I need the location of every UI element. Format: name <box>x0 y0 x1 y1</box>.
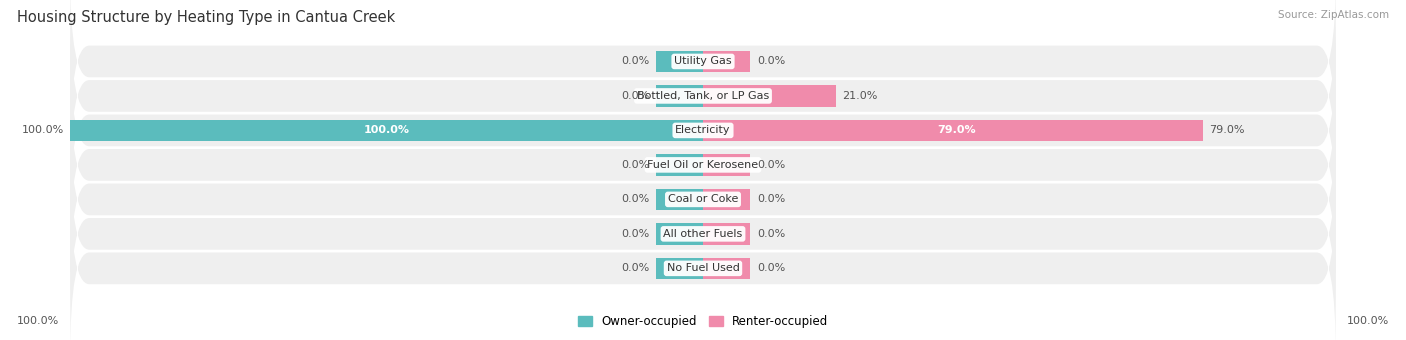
Text: 100.0%: 100.0% <box>21 125 63 135</box>
Text: Coal or Coke: Coal or Coke <box>668 194 738 204</box>
Text: 0.0%: 0.0% <box>621 160 650 170</box>
Text: Fuel Oil or Kerosene: Fuel Oil or Kerosene <box>647 160 759 170</box>
Text: 0.0%: 0.0% <box>756 194 785 204</box>
Bar <box>703 258 751 279</box>
Text: Utility Gas: Utility Gas <box>675 56 731 66</box>
Bar <box>70 120 703 141</box>
Text: 0.0%: 0.0% <box>621 229 650 239</box>
Bar <box>655 258 703 279</box>
Text: All other Fuels: All other Fuels <box>664 229 742 239</box>
Bar <box>703 120 1204 141</box>
Text: Electricity: Electricity <box>675 125 731 135</box>
Text: 100.0%: 100.0% <box>17 317 59 326</box>
Bar <box>703 223 751 244</box>
Text: 100.0%: 100.0% <box>364 125 409 135</box>
Bar <box>703 51 751 72</box>
Text: 79.0%: 79.0% <box>936 125 976 135</box>
Text: No Fuel Used: No Fuel Used <box>666 264 740 273</box>
Text: 79.0%: 79.0% <box>1209 125 1244 135</box>
Bar <box>703 154 751 175</box>
FancyBboxPatch shape <box>70 181 1336 340</box>
FancyBboxPatch shape <box>70 112 1336 287</box>
Bar <box>703 189 751 210</box>
FancyBboxPatch shape <box>70 0 1336 149</box>
Text: 0.0%: 0.0% <box>621 91 650 101</box>
Bar <box>655 189 703 210</box>
Text: Source: ZipAtlas.com: Source: ZipAtlas.com <box>1278 10 1389 20</box>
Bar <box>655 85 703 107</box>
FancyBboxPatch shape <box>70 43 1336 218</box>
Text: Bottled, Tank, or LP Gas: Bottled, Tank, or LP Gas <box>637 91 769 101</box>
Text: 0.0%: 0.0% <box>621 264 650 273</box>
Text: 0.0%: 0.0% <box>756 56 785 66</box>
Bar <box>703 85 835 107</box>
Bar <box>655 223 703 244</box>
FancyBboxPatch shape <box>70 77 1336 253</box>
Text: 0.0%: 0.0% <box>756 264 785 273</box>
FancyBboxPatch shape <box>70 146 1336 321</box>
Text: 0.0%: 0.0% <box>621 56 650 66</box>
Text: 0.0%: 0.0% <box>621 194 650 204</box>
Text: 100.0%: 100.0% <box>1347 317 1389 326</box>
Legend: Owner-occupied, Renter-occupied: Owner-occupied, Renter-occupied <box>572 310 834 333</box>
Text: 21.0%: 21.0% <box>842 91 877 101</box>
Text: 0.0%: 0.0% <box>756 229 785 239</box>
FancyBboxPatch shape <box>70 8 1336 184</box>
Text: 0.0%: 0.0% <box>756 160 785 170</box>
Bar <box>655 154 703 175</box>
Bar <box>655 51 703 72</box>
Text: Housing Structure by Heating Type in Cantua Creek: Housing Structure by Heating Type in Can… <box>17 10 395 25</box>
